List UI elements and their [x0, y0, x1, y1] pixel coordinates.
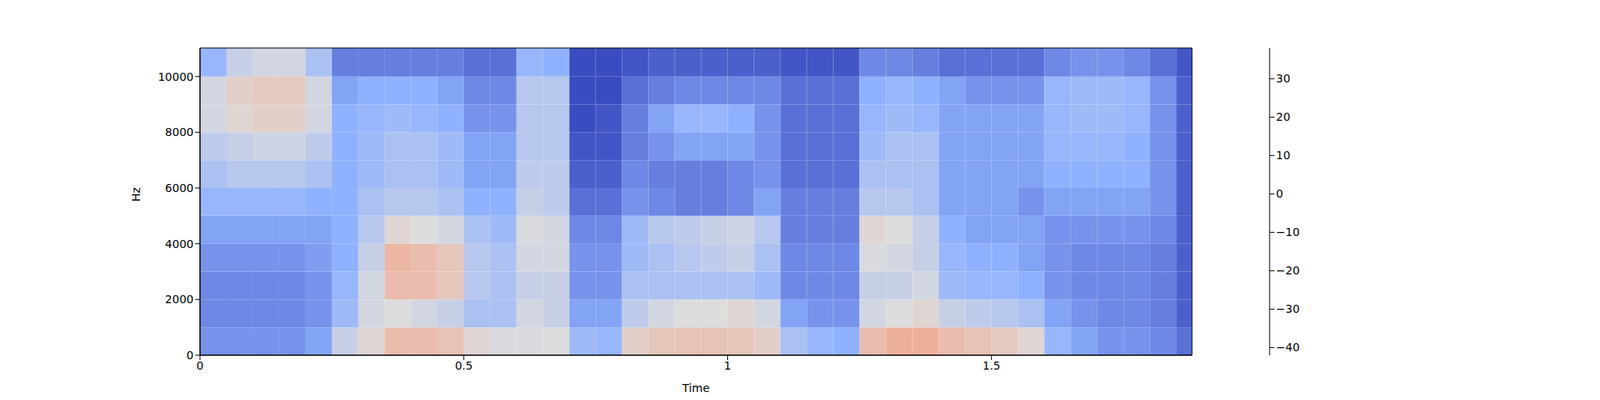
- svg-text:4000: 4000: [164, 237, 194, 251]
- svg-text:0: 0: [186, 348, 194, 362]
- svg-text:10000: 10000: [157, 70, 194, 84]
- svg-text:−20: −20: [1276, 264, 1300, 277]
- svg-text:0: 0: [1276, 187, 1284, 200]
- svg-text:2000: 2000: [164, 292, 194, 306]
- svg-text:20: 20: [1276, 110, 1291, 124]
- svg-text:8000: 8000: [164, 125, 194, 139]
- svg-text:1.5: 1.5: [982, 359, 1000, 372]
- svg-text:Hz: Hz: [129, 187, 143, 202]
- svg-text:Time: Time: [681, 381, 710, 395]
- svg-text:−30: −30: [1276, 302, 1300, 316]
- svg-text:10: 10: [1276, 148, 1291, 162]
- svg-text:1: 1: [724, 359, 732, 372]
- svg-text:6000: 6000: [164, 181, 194, 195]
- svg-text:0.5: 0.5: [455, 359, 473, 372]
- svg-text:−40: −40: [1276, 340, 1300, 354]
- svg-text:30: 30: [1276, 72, 1291, 85]
- svg-text:−10: −10: [1276, 225, 1300, 239]
- svg-text:0: 0: [196, 359, 204, 372]
